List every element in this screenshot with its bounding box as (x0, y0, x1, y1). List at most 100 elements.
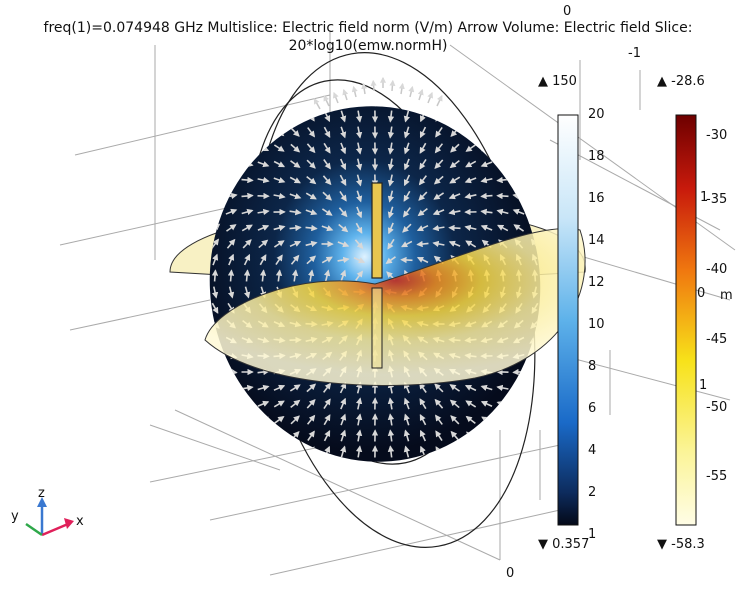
field-arrow-outer (314, 99, 320, 109)
field-arrow-outer (324, 96, 329, 106)
field-arrow (258, 129, 267, 135)
field-arrow (210, 98, 220, 102)
axis-label-right-zero: 0 (697, 286, 705, 301)
field-arrow (530, 131, 541, 134)
field-arrow (242, 402, 253, 405)
field-arrow (242, 163, 253, 165)
field-arrow (406, 95, 409, 106)
field-arrow-outer (437, 96, 442, 106)
field-arrow (530, 195, 541, 198)
field-arrow (210, 371, 221, 373)
field-arrow (452, 112, 459, 121)
field-arrow (483, 433, 492, 439)
field-arrow (258, 433, 267, 439)
field-arrow (450, 228, 461, 229)
field-arrow (275, 96, 283, 104)
field-arrow (498, 130, 508, 135)
field-arrow (210, 147, 221, 148)
field-arrow (246, 271, 247, 282)
field-arrow (514, 418, 524, 421)
efield-tick-label: 10 (588, 317, 605, 332)
field-arrow (514, 147, 525, 150)
field-arrow (530, 465, 540, 470)
field-arrow (226, 418, 237, 421)
field-arrow-outer (410, 87, 412, 97)
field-arrow (243, 465, 252, 472)
field-arrow (498, 402, 508, 405)
field-arrow-outer (428, 93, 432, 103)
efield-tick-label: 12 (588, 275, 605, 290)
efield-tick-label: 20 (588, 107, 605, 122)
triad-y-label: y (11, 509, 19, 524)
field-arrow (530, 419, 541, 421)
field-arrow (421, 463, 425, 473)
field-arrow (325, 463, 329, 473)
field-arrow (452, 448, 459, 457)
field-arrow-outer (392, 81, 393, 91)
field-arrow (215, 271, 216, 282)
arrow-volume-outer (314, 78, 441, 109)
field-arrow (210, 179, 221, 180)
field-arrow (530, 179, 541, 180)
slice-tick-label: -45 (706, 332, 727, 347)
field-arrow (242, 449, 251, 455)
field-arrow (498, 196, 509, 197)
field-arrow (259, 96, 267, 103)
efield-tick-label: 8 (588, 359, 596, 374)
field-arrow (402, 260, 413, 261)
field-arrow (226, 97, 236, 102)
field-arrow (306, 227, 317, 228)
colorbar-slice (676, 115, 696, 525)
slice-tick-label: -55 (706, 469, 727, 484)
slice-tick-label: -30 (706, 128, 727, 143)
efield-tick-label: 16 (588, 191, 605, 206)
field-arrow (482, 196, 493, 197)
field-arrow (498, 163, 509, 166)
field-arrow (341, 95, 344, 106)
field-arrow (530, 114, 540, 118)
field-arrow (406, 463, 409, 474)
field-arrow (210, 388, 221, 389)
field-arrow (483, 448, 491, 455)
field-arrow (210, 404, 221, 405)
slice-max-label: ▲ -28.6 (657, 74, 705, 89)
field-arrow-outer (373, 81, 374, 91)
field-arrow (210, 450, 220, 454)
field-arrow (498, 146, 508, 150)
field-arrow (514, 130, 524, 134)
field-arrow (530, 434, 540, 437)
field-arrow (242, 180, 253, 181)
field-arrow (514, 388, 525, 389)
field-arrow (358, 463, 360, 474)
field-arrow (514, 434, 524, 438)
field-arrow (467, 432, 475, 439)
field-arrow (530, 210, 540, 215)
field-arrow (482, 129, 491, 135)
field-arrow (514, 403, 525, 405)
field-arrow (418, 243, 429, 244)
colorbar-efield (558, 115, 578, 525)
dipole-antenna (372, 183, 382, 368)
efield-max-label: ▲ 150 (538, 74, 577, 89)
axis-unit-label: m (720, 288, 733, 303)
field-arrow (498, 418, 508, 422)
slice-min-label: ▼ -58.3 (657, 537, 705, 552)
field-arrow (483, 96, 491, 103)
field-arrow (530, 98, 540, 103)
field-arrow (291, 112, 298, 120)
axis-label-right-one-lower: 1 (699, 378, 707, 393)
triad-x-label: x (76, 514, 84, 529)
field-arrow (290, 227, 301, 228)
plot-title-line1: freq(1)=0.074948 GHz Multislice: Electri… (0, 20, 736, 36)
field-arrow (210, 434, 221, 437)
field-arrow-outer (334, 93, 338, 103)
efield-tick-label: 14 (588, 233, 605, 248)
field-arrow (514, 163, 525, 164)
field-arrow (483, 464, 491, 472)
field-arrow (498, 113, 507, 119)
field-arrow-outer (401, 84, 403, 94)
efield-min-label: ▼ 0.357 (538, 537, 589, 552)
field-arrow (342, 463, 345, 474)
